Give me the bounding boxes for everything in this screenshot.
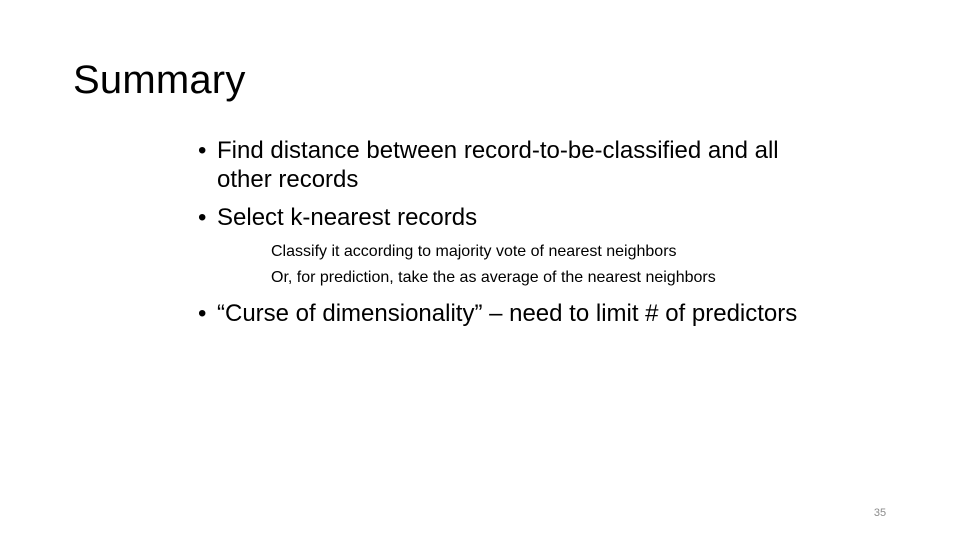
bullet-dot-icon: • — [198, 300, 207, 327]
bullet-item: • Select k-nearest records — [198, 203, 818, 232]
bullet-text: Find distance between record-to-be-class… — [217, 137, 779, 193]
sub-bullet-item: Or, for prediction, take the as average … — [271, 269, 716, 286]
bullet-dot-icon: • — [198, 204, 207, 231]
bullet-text: Select k-nearest records — [217, 204, 478, 231]
slide-title: Summary — [73, 58, 246, 102]
bullet-dot-icon: • — [198, 137, 207, 164]
bullet-item: • Find distance between record-to-be-cla… — [198, 136, 818, 194]
bullet-item: • “Curse of dimensionality” – need to li… — [198, 299, 818, 328]
sub-bullet-list: Classify it according to majority vote o… — [271, 239, 818, 291]
slide-content: • Find distance between record-to-be-cla… — [198, 136, 818, 337]
page-number: 35 — [873, 507, 887, 519]
bullet-text: “Curse of dimensionality” – need to limi… — [217, 300, 798, 327]
sub-bullet-item: Classify it according to majority vote o… — [271, 243, 677, 260]
